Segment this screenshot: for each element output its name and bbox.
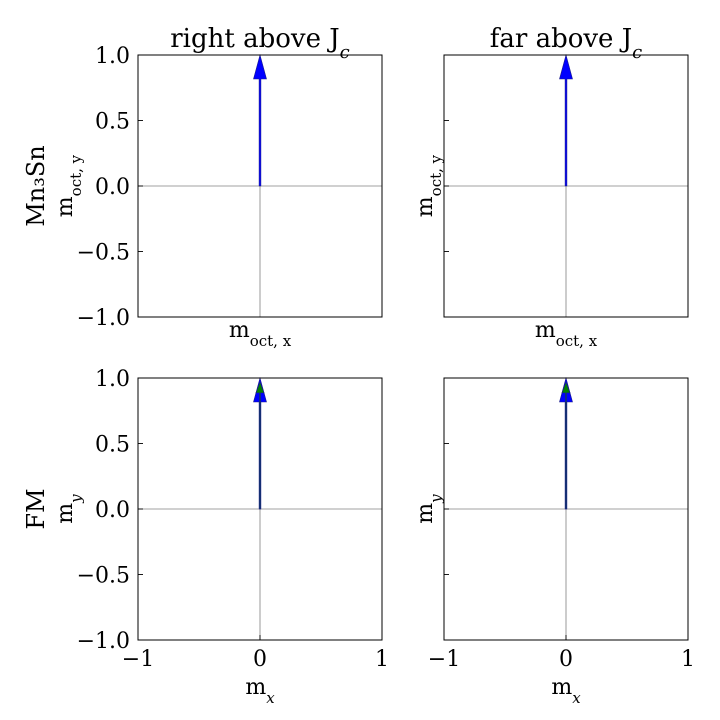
y-axis-label: my xyxy=(53,494,85,524)
y-tick-label: −0.5 xyxy=(77,564,130,589)
panel-title: far above Jc xyxy=(490,24,642,63)
arrow-0-0 xyxy=(253,53,267,187)
y-tick-label: 1.0 xyxy=(95,367,130,392)
arrow-1-0 xyxy=(559,53,573,187)
row-label: Mn₃Sn xyxy=(22,145,50,227)
x-tick-label: 1 xyxy=(681,647,695,672)
y-tick-label: 1.0 xyxy=(95,44,130,69)
y-axis-label: moct, y xyxy=(53,154,85,217)
x-tick-label: 0 xyxy=(559,647,573,672)
y-tick-label: 0.5 xyxy=(95,433,130,458)
arrow-2-1 xyxy=(255,381,265,510)
y-tick-label: −0.5 xyxy=(77,241,130,266)
x-axis-label: moct, x xyxy=(229,318,292,350)
arrow-3-1 xyxy=(561,381,571,510)
y-tick-label: 0.5 xyxy=(95,110,130,135)
y-axis-label: my xyxy=(413,494,445,524)
row-label: FM xyxy=(22,488,50,529)
y-tick-label: −1.0 xyxy=(77,306,130,331)
x-tick-label: −1 xyxy=(428,647,460,672)
x-axis-label: moct, x xyxy=(535,318,598,350)
y-tick-label: −1.0 xyxy=(77,629,130,654)
x-tick-label: 0 xyxy=(253,647,267,672)
y-axis-label: moct, y xyxy=(413,154,445,217)
x-axis-label: mx xyxy=(551,675,581,707)
y-tick-label: 0.0 xyxy=(95,498,130,523)
x-tick-label: 1 xyxy=(375,647,389,672)
x-axis-label: mx xyxy=(245,675,275,707)
y-tick-label: 0.0 xyxy=(95,175,130,200)
x-tick-label: −1 xyxy=(122,647,154,672)
panel-title: right above Jc xyxy=(170,24,350,63)
